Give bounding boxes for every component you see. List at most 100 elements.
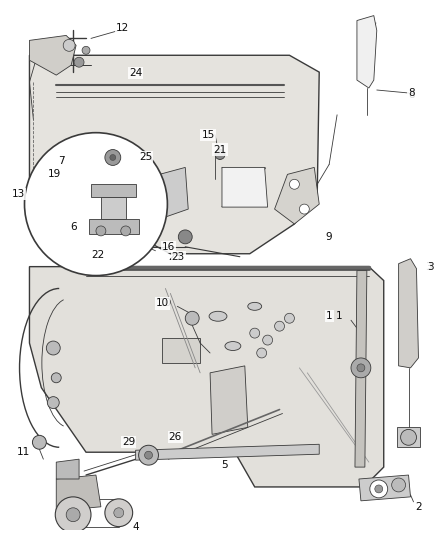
- Polygon shape: [357, 15, 377, 88]
- Circle shape: [375, 485, 383, 493]
- Circle shape: [74, 57, 84, 67]
- Circle shape: [47, 397, 59, 409]
- Circle shape: [63, 39, 75, 51]
- Text: 5: 5: [222, 460, 228, 470]
- Polygon shape: [359, 475, 410, 501]
- Ellipse shape: [248, 302, 261, 310]
- Text: 12: 12: [116, 23, 129, 34]
- Text: 1: 1: [336, 311, 343, 321]
- Circle shape: [51, 373, 61, 383]
- Circle shape: [401, 430, 417, 445]
- Text: 16: 16: [162, 242, 175, 252]
- Circle shape: [96, 226, 106, 236]
- Ellipse shape: [225, 342, 241, 351]
- Circle shape: [392, 478, 406, 492]
- Text: 8: 8: [408, 90, 415, 100]
- Text: 9: 9: [326, 232, 332, 242]
- Circle shape: [275, 321, 285, 331]
- Text: 4: 4: [132, 522, 139, 531]
- Text: 3: 3: [427, 262, 434, 272]
- Circle shape: [105, 499, 133, 527]
- Ellipse shape: [209, 311, 227, 321]
- Circle shape: [82, 46, 90, 54]
- Circle shape: [25, 133, 167, 276]
- Text: 12: 12: [116, 23, 129, 34]
- Text: 8: 8: [408, 88, 415, 98]
- Polygon shape: [29, 55, 319, 254]
- Text: 26: 26: [169, 432, 182, 442]
- Polygon shape: [399, 259, 418, 368]
- Circle shape: [110, 155, 116, 160]
- Text: 22: 22: [91, 250, 105, 260]
- Polygon shape: [63, 148, 99, 167]
- Circle shape: [105, 150, 121, 165]
- Circle shape: [215, 150, 225, 159]
- Circle shape: [351, 358, 371, 378]
- Circle shape: [138, 445, 159, 465]
- Text: 7: 7: [58, 157, 64, 166]
- Circle shape: [46, 341, 60, 355]
- Polygon shape: [101, 197, 126, 219]
- Text: 4: 4: [132, 522, 139, 531]
- Text: 2: 2: [415, 502, 422, 512]
- Text: 15: 15: [201, 130, 215, 140]
- Text: 15: 15: [201, 130, 215, 140]
- Circle shape: [114, 508, 124, 518]
- Text: 29: 29: [122, 437, 135, 447]
- Polygon shape: [56, 475, 101, 511]
- Polygon shape: [56, 459, 79, 479]
- Circle shape: [66, 508, 80, 522]
- Text: 11: 11: [17, 447, 30, 457]
- Circle shape: [370, 480, 388, 498]
- Text: 21: 21: [213, 144, 226, 155]
- Text: 5: 5: [222, 460, 228, 470]
- Text: 10: 10: [156, 298, 169, 309]
- Circle shape: [257, 348, 267, 358]
- Text: 19: 19: [48, 169, 61, 180]
- Text: 6: 6: [70, 222, 77, 232]
- Text: 22: 22: [91, 250, 105, 260]
- Text: 1: 1: [326, 311, 332, 321]
- Text: 23: 23: [172, 252, 185, 262]
- Polygon shape: [29, 266, 384, 487]
- Circle shape: [250, 328, 260, 338]
- Circle shape: [290, 179, 300, 189]
- Text: 2: 2: [415, 502, 422, 512]
- Text: 9: 9: [326, 232, 332, 242]
- Text: 29: 29: [122, 437, 135, 447]
- Text: 13: 13: [12, 189, 25, 199]
- Text: 24: 24: [129, 68, 142, 78]
- Text: 26: 26: [169, 432, 182, 442]
- Polygon shape: [397, 427, 420, 447]
- Circle shape: [300, 204, 309, 214]
- Circle shape: [285, 313, 294, 323]
- Circle shape: [185, 311, 199, 325]
- Text: 10: 10: [159, 298, 172, 309]
- Circle shape: [121, 226, 131, 236]
- Text: 24: 24: [129, 68, 142, 78]
- Polygon shape: [89, 219, 138, 234]
- Text: 6: 6: [70, 222, 77, 232]
- Polygon shape: [29, 35, 76, 75]
- Text: 16: 16: [162, 242, 175, 252]
- Circle shape: [32, 435, 46, 449]
- Circle shape: [357, 364, 365, 372]
- Circle shape: [178, 230, 192, 244]
- Text: 11: 11: [17, 447, 30, 457]
- Polygon shape: [275, 167, 319, 224]
- Text: 19: 19: [48, 169, 61, 180]
- Text: 13: 13: [12, 189, 25, 199]
- Polygon shape: [162, 338, 200, 363]
- Circle shape: [152, 188, 164, 200]
- Circle shape: [145, 451, 152, 459]
- Polygon shape: [91, 184, 136, 197]
- Polygon shape: [355, 271, 367, 467]
- Text: 23: 23: [169, 252, 182, 262]
- Polygon shape: [210, 366, 248, 434]
- Circle shape: [74, 150, 88, 165]
- Text: 7: 7: [58, 157, 64, 166]
- Text: 25: 25: [139, 152, 152, 163]
- Text: 21: 21: [213, 144, 226, 155]
- Circle shape: [263, 335, 272, 345]
- Text: 25: 25: [139, 152, 152, 163]
